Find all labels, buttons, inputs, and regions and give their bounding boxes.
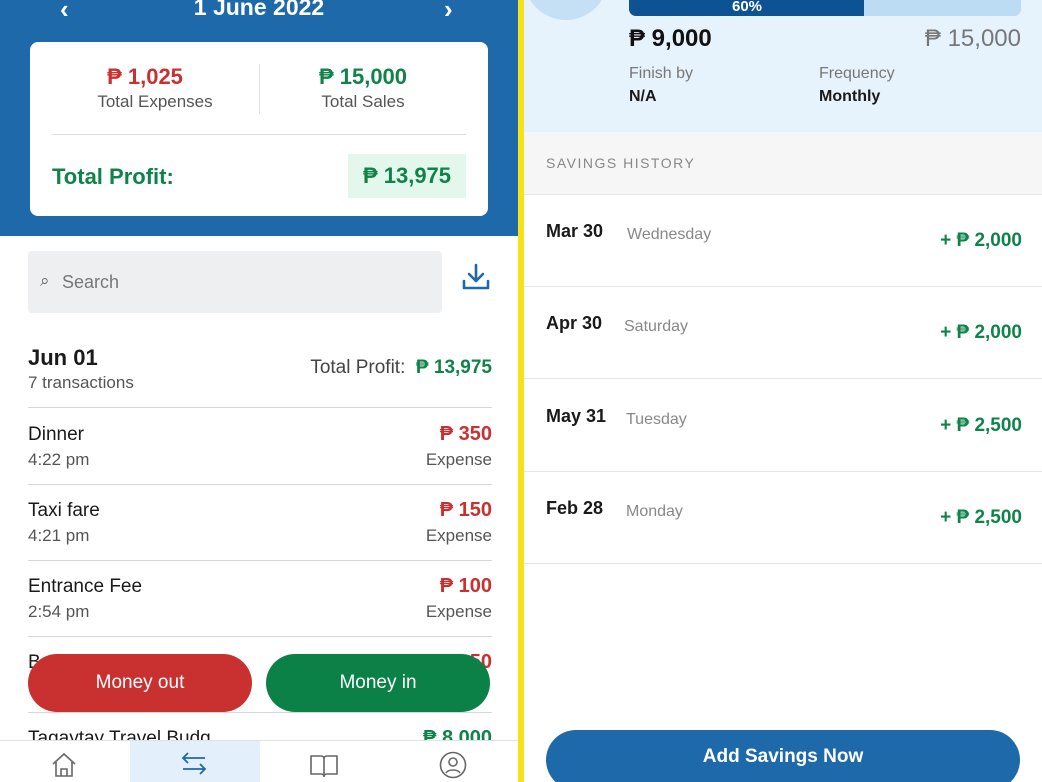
total-profit: ₱ 13,975 [348,154,466,198]
divider [28,407,492,408]
history-weekday: Tuesday [626,411,687,428]
summary-card: ₱ 1,025 Total Expenses ₱ 15,000 Total Sa… [30,42,488,216]
history-weekday: Monday [626,503,683,520]
date-title: 1 June 2022 [193,0,325,20]
saved-amount: ₱ 9,000 [629,25,712,52]
history-row: Feb 28 Monday + ₱ 2,500 [524,472,1042,564]
transaction-time: 4:22 pm [28,450,90,469]
search-placeholder: Search [62,272,120,292]
history-amount: + ₱ 2,500 [940,415,1022,436]
transaction-type: Expense [425,450,492,469]
progress-bar: 60% [629,0,1021,16]
day-profit: Total Profit: ₱ 13,975 [310,357,492,379]
profile-icon[interactable] [439,751,467,779]
divider [28,712,492,713]
prev-day-button[interactable]: ‹ [60,0,69,24]
target-amount: ₱ 15,000 [924,25,1021,52]
transaction-time: 2:54 pm [28,602,90,621]
day-profit-label: Total Profit: [310,357,406,378]
history-date: Apr 30 [546,313,603,333]
transactions-panel: ‹ 1 June 2022 › ₱ 1,025 Total Expenses ₱… [0,0,518,782]
divider [28,636,492,637]
transaction-amount: ₱ 150 [439,499,492,521]
history-weekday: Saturday [624,318,689,335]
history-weekday: Wednesday [627,226,712,243]
divider [28,484,492,485]
home-icon[interactable] [50,751,78,779]
add-savings-button[interactable]: Add Savings Now [546,730,1020,782]
history-row: Mar 30 Wednesday + ₱ 2,000 [524,195,1042,287]
transaction-row[interactable]: Taxi fare 4:21 pm ₱ 150 Expense [0,484,518,560]
day-profit-value: ₱ 13,975 [415,357,492,378]
transaction-name: Taxi fare [28,500,100,521]
savings-history-header: SAVINGS HISTORY [524,132,1042,195]
history-amount: + ₱ 2,000 [940,230,1022,251]
search-icon: ⌕ [40,271,50,290]
history-date: Feb 28 [546,498,604,518]
total-expenses: ₱ 1,025 [107,64,183,89]
book-icon[interactable] [309,753,339,779]
day-date: Jun 01 [28,345,98,370]
transaction-amount: ₱ 100 [439,575,492,597]
download-icon[interactable] [460,261,492,293]
history-row: May 31 Tuesday + ₱ 2,500 [524,380,1042,472]
transaction-time: 4:21 pm [28,526,90,545]
goal-avatar [524,0,608,20]
savings-goal-summary: 60% ₱ 9,000 ₱ 15,000 Finish by N/A Frequ… [524,0,1042,132]
money-out-button[interactable]: Money out [28,654,252,712]
total-sales: ₱ 15,000 [318,64,408,89]
history-amount: + ₱ 2,500 [940,507,1022,528]
frequency-label: Frequency [819,65,895,82]
search-input[interactable]: ⌕ Search [28,251,442,313]
transfer-icon [181,752,207,775]
history-date: Mar 30 [546,221,604,241]
finish-by-value: N/A [629,88,657,105]
transaction-row[interactable]: Entrance Fee 2:54 pm ₱ 100 Expense [0,560,518,636]
panel-divider [518,0,524,782]
finish-by-label: Finish by [629,65,694,82]
history-row: Apr 30 Saturday + ₱ 2,000 [524,287,1042,379]
frequency-value: Monthly [819,88,881,105]
savings-panel: 60% ₱ 9,000 ₱ 15,000 Finish by N/A Frequ… [524,0,1042,782]
total-expenses-label: Total Expenses [97,92,213,111]
money-in-button[interactable]: Money in [266,654,490,712]
total-sales-label: Total Sales [321,92,405,111]
history-date: May 31 [546,406,607,426]
transaction-name: Entrance Fee [28,576,143,597]
bottom-nav [0,740,518,782]
divider [259,64,260,114]
transaction-name: Dinner [28,424,84,445]
transaction-row[interactable]: Dinner 4:22 pm ₱ 350 Expense [0,408,518,484]
transaction-amount: ₱ 350 [439,423,492,445]
nav-tab-transactions[interactable] [130,741,260,782]
transaction-type: Expense [425,602,492,621]
total-profit-label: Total Profit: [52,164,174,189]
progress-fill [629,0,865,16]
header: ‹ 1 June 2022 › ₱ 1,025 Total Expenses ₱… [0,0,518,236]
divider [52,134,466,135]
divider [28,560,492,561]
transaction-type: Expense [425,526,492,545]
next-day-button[interactable]: › [444,0,453,24]
progress-label: 60% [731,0,763,15]
day-count: 7 transactions [28,373,134,392]
history-amount: + ₱ 2,000 [940,322,1022,343]
